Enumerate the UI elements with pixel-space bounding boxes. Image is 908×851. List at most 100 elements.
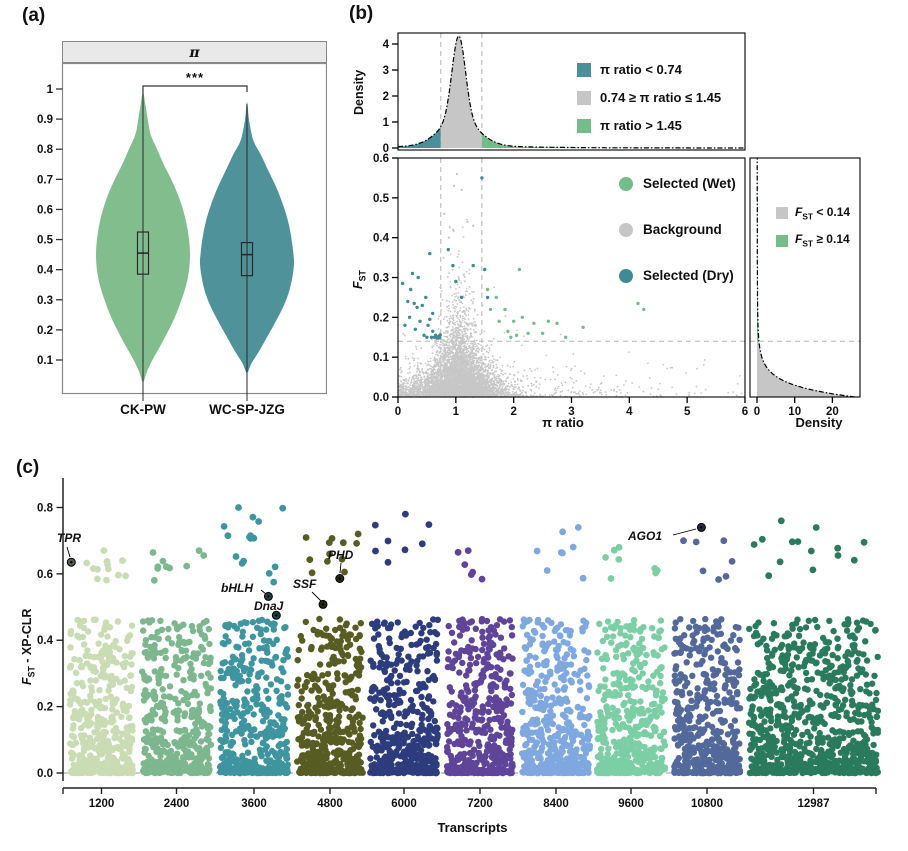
tick-label: 4800	[317, 798, 343, 810]
tick-label: 2	[510, 406, 516, 418]
legend-item-selected-wet: Selected (Wet)	[619, 176, 736, 191]
tick-label: 1	[453, 406, 460, 418]
tick-label: 0.9	[37, 114, 53, 126]
gene-label-phd: PHD	[328, 548, 354, 562]
fst-high-label: FST ≥ 0.14	[795, 232, 850, 248]
tick-label: 0.2	[373, 312, 389, 324]
transcript-block-5	[367, 510, 441, 777]
fst-low-sub: ST	[802, 211, 814, 222]
density-top-axis-label: Density	[352, 69, 366, 115]
c-sub: ST	[26, 666, 37, 678]
panel-a-title: π	[189, 45, 200, 61]
pi-ratio-density-region-1	[440, 35, 482, 148]
fst-low-cond: < 0.14	[816, 205, 851, 219]
transcript-block-3	[216, 504, 292, 777]
gene-label-ago1: AGO1	[628, 529, 663, 543]
tick-label: 0.5	[37, 235, 54, 247]
c-rest: - XP-CLR	[20, 608, 34, 667]
tick-label: 10800	[691, 798, 723, 810]
selected-wet-label: Selected (Wet)	[643, 176, 736, 191]
fst-density-region-0	[757, 341, 855, 397]
panel-b-label: (b)	[349, 3, 374, 24]
tick-label: 9600	[618, 798, 644, 810]
background-swatch	[619, 222, 633, 237]
tick-label: 1	[47, 84, 54, 96]
tick-label: 0.6	[37, 204, 53, 216]
fst-high-cond: ≥ 0.14	[816, 232, 850, 247]
tick-label: 0.1	[37, 355, 54, 367]
scatter-legend: Selected (Wet) Background Selected (Dry)	[619, 176, 736, 283]
significance-bracket	[142, 85, 248, 92]
tick-label: 6000	[391, 798, 417, 810]
pi-high-swatch	[577, 118, 591, 133]
transcript-block-4	[294, 530, 366, 777]
tick-label: 0.4	[37, 635, 54, 647]
tick-label: 5	[684, 406, 691, 418]
legend-item-pi-mid: 0.74 ≥ π ratio ≤ 1.45	[577, 90, 721, 105]
pi-mid-swatch	[577, 90, 591, 105]
pi-ratio-legend: π ratio < 0.74 0.74 ≥ π ratio ≤ 1.45 π r…	[577, 62, 721, 133]
fst-f: F	[351, 281, 365, 289]
tick-label: 0.6	[37, 569, 53, 581]
pi-ratio-axis-label: π ratio	[542, 415, 584, 430]
pi-ratio-density-region-0	[398, 126, 441, 148]
tick-label: 6	[742, 406, 748, 418]
tick-label: 3600	[241, 798, 267, 810]
fst-sub: ST	[357, 270, 368, 282]
legend-item-pi-low: π ratio < 0.74	[577, 62, 721, 77]
pi-low-swatch	[577, 62, 591, 77]
tick-label: 4	[383, 39, 390, 51]
tick-label: 10	[788, 406, 801, 418]
transcript-block-6	[443, 547, 516, 777]
pi-mid-label: 0.74 ≥ π ratio ≤ 1.45	[600, 90, 722, 105]
tick-label: 3	[383, 65, 389, 77]
tick-label: 8400	[543, 798, 569, 810]
tick-label: 0.3	[373, 273, 389, 285]
tick-label: 0.8	[37, 144, 54, 156]
legend-item-selected-dry: Selected (Dry)	[619, 268, 736, 283]
panel-a-label: (a)	[22, 5, 46, 26]
fst-axis-label: FST	[351, 270, 368, 289]
tick-label: 4	[626, 406, 633, 418]
fst-low-label: FST < 0.14	[795, 205, 850, 221]
tick-label: 12987	[798, 798, 830, 810]
fst-xpclr-axis-label: FST - XP-CLR	[20, 609, 37, 685]
panel-a-title-strip: π	[62, 41, 327, 63]
tick-label: 0.1	[373, 352, 390, 364]
selected-dry-points	[400, 176, 490, 340]
pi-low-label: π ratio < 0.74	[600, 62, 682, 77]
background-label: Background	[643, 222, 722, 237]
tick-label: 0	[754, 406, 760, 418]
tick-label: 0.2	[37, 325, 53, 337]
selected-wet-swatch	[619, 176, 633, 191]
gene-label-bhlh: bHLH	[221, 581, 253, 595]
transcripts-axis-label: Transcripts	[437, 820, 508, 835]
selected-dry-swatch	[619, 268, 633, 283]
tick-label: 0.0	[373, 392, 389, 404]
gene-label-tpr: TPR	[57, 531, 81, 545]
tick-label: 7200	[467, 798, 493, 810]
pi-ratio-density-region-2	[481, 133, 745, 148]
tick-label: 0.3	[37, 295, 53, 307]
selected-wet-points	[485, 267, 646, 339]
tick-label: 2400	[164, 798, 190, 810]
transcript-block-2	[139, 547, 215, 777]
legend-item-pi-high: π ratio > 1.45	[577, 118, 721, 133]
legend-item-fst-high: FST ≥ 0.14	[776, 232, 850, 249]
transcript-block-1	[66, 547, 136, 777]
c-f: F	[20, 677, 34, 685]
density-right-axis-label: Density	[795, 415, 843, 430]
fst-low-swatch	[776, 207, 788, 220]
transcript-block-9	[671, 537, 744, 777]
fst-high-sub: ST	[802, 238, 814, 249]
legend-item-fst-low: FST < 0.14	[776, 205, 850, 221]
transcript-block-10	[745, 517, 882, 777]
violin-category-ck-pw: CK-PW	[120, 402, 166, 417]
boxplot-WC-SP-JZG	[240, 241, 254, 277]
legend-item-background: Background	[619, 222, 736, 237]
gene-label-dnaj: DnaJ	[254, 599, 284, 613]
violin-plot: 1 0.9 0.8 0.7 0.6 0.5 0.4 0.3 0.2 0.1	[37, 63, 327, 401]
tick-label: 0.2	[37, 702, 53, 714]
